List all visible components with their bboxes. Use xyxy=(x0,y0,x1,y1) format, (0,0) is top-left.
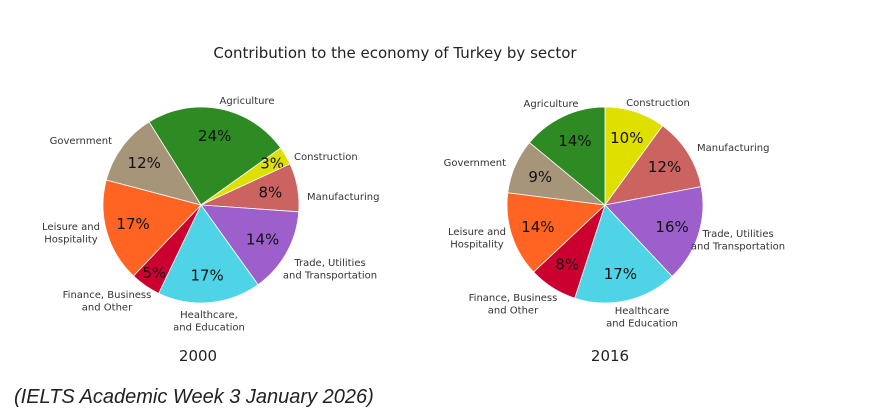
data-label-agriculture: 14% xyxy=(558,132,591,150)
category-label-agriculture: Agriculture xyxy=(220,96,275,107)
pie-slice-manufacturing xyxy=(604,125,702,206)
data-label-healthcare-and-education: 17% xyxy=(604,265,637,283)
pie-slice-government xyxy=(105,121,202,206)
data-label-leisure-and-hospitality: 14% xyxy=(521,218,554,236)
data-label-healthcare-and-education: 17% xyxy=(190,266,223,284)
data-label-government: 9% xyxy=(528,168,552,186)
category-label-healthcare-and-education: Healthcare and Education xyxy=(606,306,678,330)
pie-2016: 10% Construction 12% Manufacturing 16% Trade,… xyxy=(444,98,785,330)
pie-slice-trade-utilities-and-transportation xyxy=(200,204,300,286)
pie-slice-leisure-and-hospitality xyxy=(102,179,202,277)
data-label-leisure-and-hospitality: 17% xyxy=(116,215,149,233)
data-label-trade-utilities-and-transportation: 16% xyxy=(655,218,688,236)
data-label-government: 12% xyxy=(128,154,161,172)
category-label-finance-business-and-other: Finance, Business and Other xyxy=(63,290,152,314)
data-label-finance-business-and-other: 5% xyxy=(142,264,166,282)
category-label-government: Government xyxy=(50,136,112,147)
category-label-healthcare-and-education: Healthcare, and Education xyxy=(173,310,245,334)
category-label-construction: Construction xyxy=(294,152,358,163)
data-label-manufacturing: 12% xyxy=(648,158,681,176)
data-label-agriculture: 24% xyxy=(198,127,231,145)
category-label-government: Government xyxy=(444,158,506,169)
pie-slice-agriculture xyxy=(148,106,282,206)
year-label-2000: 2000 xyxy=(179,347,217,365)
pie-slice-agriculture xyxy=(528,106,606,206)
category-label-manufacturing: Manufacturing xyxy=(307,192,379,203)
category-label-finance-business-and-other: Finance, Business and Other xyxy=(469,293,558,317)
pie-slice-healthcare-and-education xyxy=(574,204,673,304)
category-label-trade-utilities-and-transportation: Trade, Utilities and Transportation xyxy=(691,229,785,253)
category-label-agriculture: Agriculture xyxy=(524,99,579,110)
category-label-trade-utilities-and-transportation: Trade, Utilities and Transportation xyxy=(283,258,377,282)
year-label-2016: 2016 xyxy=(591,347,629,365)
data-label-manufacturing: 8% xyxy=(259,183,283,201)
data-label-construction: 10% xyxy=(610,129,643,147)
chart-title: Contribution to the economy of Turkey by… xyxy=(213,44,577,62)
pie-slice-trade-utilities-and-transportation xyxy=(604,186,704,278)
category-label-construction: Construction xyxy=(626,98,690,109)
pie-slice-leisure-and-hospitality xyxy=(506,192,606,273)
data-label-trade-utilities-and-transportation: 14% xyxy=(246,230,279,248)
pie-slice-healthcare-and-education xyxy=(158,204,259,304)
category-label-leisure-and-hospitality: Leisure and Hospitality xyxy=(448,227,506,251)
category-label-manufacturing: Manufacturing xyxy=(697,143,769,154)
pie-2000: 24% Agriculture 3% Construction 8% Manufactur… xyxy=(42,96,379,334)
data-label-construction: 3% xyxy=(260,155,284,173)
source-caption: (IELTS Academic Week 3 January 2026) xyxy=(14,386,374,408)
data-label-finance-business-and-other: 8% xyxy=(555,256,579,274)
category-label-leisure-and-hospitality: Leisure and Hospitality xyxy=(42,222,100,246)
